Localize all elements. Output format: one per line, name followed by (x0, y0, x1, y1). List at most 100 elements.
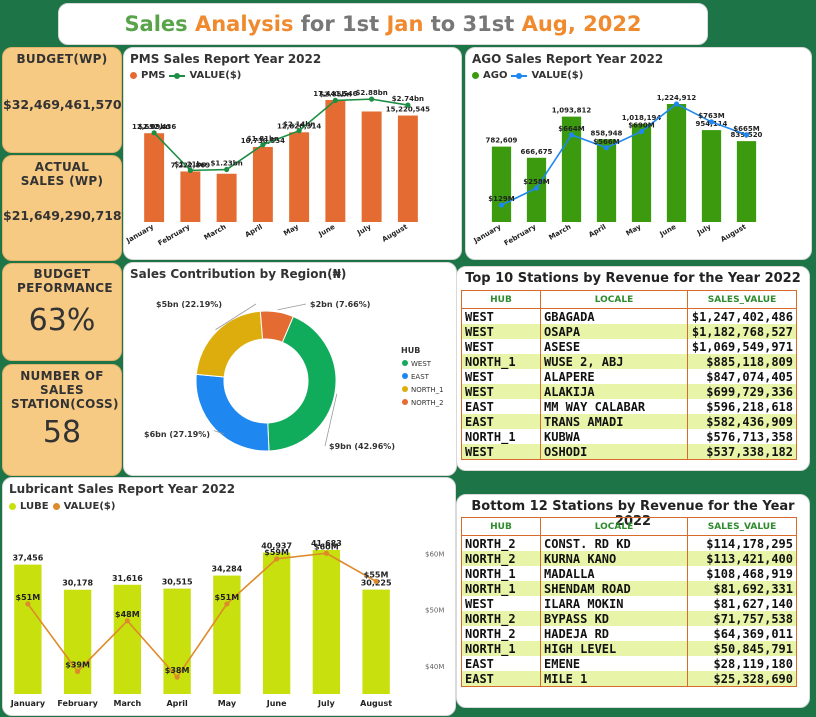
pms-bar-label: 7,222,869 (171, 161, 211, 169)
lube-value-point (174, 674, 180, 680)
stations-value: 58 (42, 415, 82, 450)
bottom12-row: WEST ILARA MOKIN $81,627,140 (461, 596, 797, 611)
region-slice (259, 310, 294, 343)
top10-cell: $582,436,909 (687, 414, 797, 429)
region-slice (267, 315, 337, 452)
region-slice-label: $9bn (42.96%) (329, 442, 395, 451)
ago-bar (491, 146, 512, 222)
ago-bar-label: 858,948 (591, 129, 623, 137)
lube-bar (312, 550, 341, 694)
lube-value-label: $59M (264, 548, 289, 557)
top10-cell: WEST (461, 308, 541, 324)
top10-cell: NORTH_1 (461, 354, 541, 369)
top10-cell: $699,729,336 (687, 384, 797, 399)
bottom12-row: NORTH_2 HADEJA RD $64,369,011 (461, 626, 797, 641)
region-legend-title: HUB (401, 346, 420, 355)
top10-row: EAST TRANS AMADI $582,436,909 (461, 414, 797, 429)
pms-value-point (405, 102, 411, 108)
lube-bar-label: 37,456 (12, 554, 43, 563)
lube-value-point (75, 668, 81, 675)
region-legend-label: NORTH_2 (411, 399, 444, 407)
bottom12-cell: HADEJA RD (540, 626, 688, 641)
ago-legend-swatch (472, 72, 479, 79)
lube-bar-label: 40,937 (261, 542, 292, 551)
ago-legend: AGO VALUE($) (472, 70, 583, 81)
pms-legend-swatch (130, 72, 137, 79)
ago-value-label: $566M (593, 138, 619, 146)
top10-column-header[interactable]: LOCALE (540, 290, 688, 309)
top10-row: WEST OSHODI $537,338,182 (461, 444, 797, 460)
bottom12-cell: CONST. RD KD (540, 535, 688, 551)
pms-chart-title: PMS Sales Report Year 2022 (130, 52, 322, 66)
ago-category-label: April (587, 223, 607, 239)
pms-value-label: $1.21bn (174, 160, 206, 168)
pms-value-label: $2.74bn (392, 95, 424, 103)
ago-bar (701, 130, 722, 222)
bottom12-row: EAST MILE 1 $25,328,690 (461, 671, 797, 687)
budget-value: $32,469,461,570 (3, 97, 122, 112)
bottom12-cell: NORTH_2 (461, 611, 541, 626)
lube-chart-title: Lubricant Sales Report Year 2022 (9, 482, 236, 496)
region-leader-line (215, 303, 257, 331)
bottom12-column-header[interactable]: HUB (461, 517, 541, 536)
lube-value-point (323, 550, 329, 556)
pms-value-legend-label: VALUE($) (189, 70, 242, 81)
region-leader-line (324, 393, 338, 447)
top10-table: HUB LOCALE SALES_VALUE WEST GBAGADA $1,247,40… (461, 290, 797, 460)
lube-category-label: May (218, 699, 237, 708)
top10-cell: EAST (461, 399, 541, 414)
ago-bar-label: 1,093,812 (552, 107, 592, 115)
pms-legend: PMS VALUE($) (130, 70, 241, 81)
ago-value-point (498, 202, 505, 208)
top10-cell: OSHODI (540, 444, 688, 460)
bottom12-row: NORTH_1 SHENDAM ROAD $81,692,331 (461, 581, 797, 596)
bottom12-cell: NORTH_2 (461, 551, 541, 566)
bottom12-row: NORTH_2 BYPASS KD $71,757,538 (461, 611, 797, 626)
top10-cell: ASESE (540, 339, 688, 354)
bottom12-row: EAST EMENE $28,119,180 (461, 656, 797, 671)
region-slice (195, 373, 270, 452)
region-chart-panel: Sales Contribution by Region(₦) $9bn (42… (123, 262, 457, 476)
pms-value-legend-swatch (169, 72, 186, 79)
lube-bar (63, 589, 92, 694)
pms-value-label: $2.88bn (356, 89, 388, 97)
bottom12-cell: $28,119,180 (687, 656, 797, 671)
region-legend-label: NORTH_1 (411, 386, 444, 394)
bottom12-cell: WEST (461, 596, 541, 611)
bottom12-cell: $114,178,295 (687, 535, 797, 551)
pms-value-point (224, 166, 230, 173)
region-slice-label: $2bn (7.66%) (310, 300, 370, 309)
lube-category-label: June (266, 699, 287, 708)
top10-cell: ALAPERE (540, 369, 688, 384)
pms-bar (289, 132, 310, 222)
ago-chart-svg: 782,609 January 666,675 February 1,093,812 Ma… (472, 94, 763, 247)
lube-value-label: $60M (314, 542, 339, 551)
lube-value-point (224, 601, 230, 607)
pms-bar (361, 111, 382, 222)
top10-cell: WEST (461, 324, 541, 339)
top10-cell: WUSE 2, ABJ (540, 354, 688, 369)
top10-row: WEST ASESE $1,069,549,971 (461, 339, 797, 354)
ago-chart-panel: AGO Sales Report Year 2022 AGO VALUE($) … (465, 47, 812, 260)
bottom12-row: NORTH_1 HIGH LEVEL $50,845,791 (461, 641, 797, 656)
lube-category-label: July (317, 699, 335, 708)
region-legend-swatch (402, 373, 408, 379)
bottom12-column-header[interactable]: SALES_VALUE (687, 517, 797, 536)
pms-chart-panel: PMS Sales Report Year 2022 PMS VALUE($) … (123, 47, 462, 260)
region-slice-label: $5bn (22.19%) (156, 300, 222, 309)
top10-cell: $885,118,809 (687, 354, 797, 369)
budget-performance-label: BUDGET PEFORMANCE (17, 267, 113, 295)
top10-column-header[interactable]: HUB (461, 290, 541, 309)
pms-bar-label: 17,441,546 (313, 90, 357, 98)
bottom12-cell: $25,328,690 (687, 671, 797, 687)
bottom12-column-header[interactable]: LOCALE (540, 517, 688, 536)
region-legend-label: EAST (411, 373, 430, 381)
ago-legend-label: AGO (483, 70, 508, 81)
pms-value-label: $1.23bn (211, 160, 243, 168)
bottom12-cell: $50,845,791 (687, 641, 797, 656)
top10-column-header[interactable]: SALES_VALUE (687, 290, 797, 309)
lube-bar-label: 41,683 (311, 539, 342, 548)
lube-value-point (124, 618, 130, 624)
ago-value-label: $129M (488, 195, 514, 203)
pms-value-label: $2.09bn (138, 123, 170, 131)
